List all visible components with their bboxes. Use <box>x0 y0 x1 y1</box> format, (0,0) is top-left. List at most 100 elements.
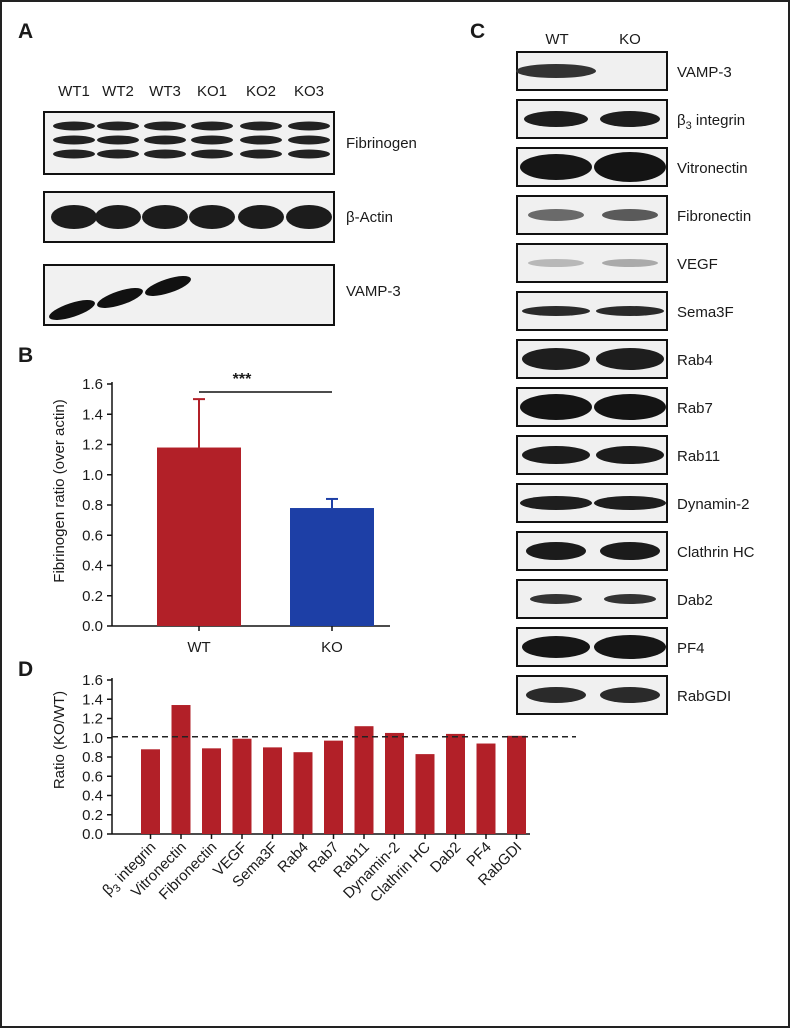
band-fibrinogen <box>97 121 139 131</box>
blot-label-rab11: Rab11 <box>677 448 720 465</box>
band-actin <box>238 205 284 229</box>
band-fibrinogen <box>240 135 282 145</box>
chart-d-ytick-label: 0.6 <box>82 768 103 785</box>
band-fibrinogen <box>53 121 95 131</box>
band-clathrin-hc-wt <box>526 542 586 560</box>
band-sema3f-ko <box>596 306 664 316</box>
band-actin <box>95 205 141 229</box>
chart-b-bar-ko <box>290 508 374 626</box>
band-fibrinogen <box>144 135 186 145</box>
blot-label-sema3f: Sema3F <box>677 304 734 321</box>
band-fibrinogen <box>191 135 233 145</box>
band-fibronectin-ko <box>602 209 658 221</box>
band-vegf-ko <box>602 259 658 267</box>
chart-b-xtick-label-ko: KO <box>321 639 343 656</box>
chart-d-bar-rab4 <box>293 752 313 834</box>
band-fibrinogen <box>191 121 233 131</box>
band-fibrinogen <box>288 149 330 159</box>
band-fibrinogen <box>191 149 233 159</box>
band-fibrinogen <box>144 149 186 159</box>
chart-b-xtick-label-wt: WT <box>187 639 210 656</box>
blot-label-vitronectin: Vitronectin <box>677 160 748 177</box>
chart-d-ytick-label: 0.0 <box>82 826 103 843</box>
chart-d-ytick-label: 1.0 <box>82 730 103 747</box>
band-fibrinogen <box>240 121 282 131</box>
chart-b-ytick-label: 1.4 <box>82 406 103 423</box>
chart-d-bar-vitronectin <box>171 705 191 834</box>
band-rab7-ko <box>594 394 666 420</box>
chart-b-ytick-label: 0.8 <box>82 497 103 514</box>
band-vitronectin-wt <box>520 154 592 180</box>
band-rabgdi-wt <box>526 687 586 703</box>
lane-label-ko3: KO3 <box>294 83 324 100</box>
chart-d-bar-fibronectin <box>202 748 221 834</box>
chart-d-ytick-label: 1.4 <box>82 691 103 708</box>
band-fibrinogen <box>97 135 139 145</box>
panel-letter-a: A <box>18 20 33 43</box>
blot-panel-a: WT1 WT2 WT3 KO1 KO2 KO3 Fibrinogen β-Actin VAMP-… <box>43 83 417 326</box>
column-label-ko: KO <box>619 31 641 48</box>
chart-d-bar-dynamin-2 <box>385 732 404 834</box>
chart-b-ytick-label: 1.2 <box>82 437 103 454</box>
chart-d-bar-rab11 <box>354 726 374 834</box>
band-pf4-ko <box>594 635 666 659</box>
band-actin <box>189 205 235 229</box>
blot-label-pf4: PF4 <box>677 640 705 657</box>
band-vitronectin-ko <box>594 152 666 182</box>
chart-d-ytick-label: 1.2 <box>82 711 103 728</box>
band-rab11-ko <box>596 446 664 464</box>
panel-letter-d: D <box>18 658 33 681</box>
chart-b-bar-wt <box>157 447 241 626</box>
band-dab2-wt <box>530 594 582 604</box>
band-dynamin-2-wt <box>520 496 592 510</box>
blot-label-clathrin-hc: Clathrin HC <box>677 544 755 561</box>
blot-label-rab7: Rab7 <box>677 400 713 417</box>
band-rab4-ko <box>596 348 664 370</box>
band-vamp3 <box>49 300 95 320</box>
band-clathrin-hc-ko <box>600 542 660 560</box>
band-vamp-3-wt <box>516 64 596 78</box>
band-vamp3 <box>97 288 143 308</box>
band-rab11-wt <box>522 446 590 464</box>
lane-label-ko2: KO2 <box>246 83 276 100</box>
chart-b: Fibrinogen ratio (over actin) *** 0.0 0.2… <box>51 371 390 656</box>
blot-box-fibrinogen <box>43 111 335 175</box>
blot-label-vamp-3: VAMP-3 <box>677 64 732 81</box>
band-pf4-wt <box>522 636 590 658</box>
chart-d-bar-pf4 <box>476 743 496 834</box>
band-fibrinogen <box>53 135 95 145</box>
blot-label-dab2: Dab2 <box>677 592 713 609</box>
chart-b-ytick-label: 0.2 <box>82 588 103 605</box>
chart-d-ylabel: Ratio (KO/WT) <box>51 691 68 789</box>
blot-box-vamp-3 <box>43 264 335 326</box>
chart-b-ytick-label: 0.4 <box>82 558 103 575</box>
panel-letter-b: B <box>18 344 33 367</box>
column-label-wt: WT <box>545 31 568 48</box>
band-fibrinogen <box>288 121 330 131</box>
chart-d-bar-sema3f <box>263 747 282 834</box>
lane-label-ko1: KO1 <box>197 83 227 100</box>
chart-d-bar-clathrin-hc <box>415 754 435 834</box>
band-3-integrin-ko <box>600 111 660 127</box>
blot-label-vamp-3: VAMP-3 <box>346 283 401 300</box>
chart-b-ytick-label: 1.6 <box>82 376 103 393</box>
band-actin <box>142 205 188 229</box>
chart-d-bar-dab2 <box>446 733 465 834</box>
band-fibrinogen <box>288 135 330 145</box>
chart-b-ylabel: Fibrinogen ratio (over actin) <box>51 399 68 582</box>
band-rab4-wt <box>522 348 590 370</box>
lane-label-wt2: WT2 <box>102 83 134 100</box>
chart-b-ytick-label: 1.0 <box>82 467 103 484</box>
lane-label-wt1: WT1 <box>58 83 90 100</box>
band-sema3f-wt <box>522 306 590 316</box>
band-vamp3 <box>145 276 191 296</box>
band-actin <box>51 205 97 229</box>
chart-d-bar-rabgdi <box>507 735 526 834</box>
band-3-integrin-wt <box>524 111 588 127</box>
chart-d: Ratio (KO/WT) 0.0 0.2 0.4 0.6 0.8 1.0 1.2 1.4 1.… <box>51 672 576 906</box>
chart-b-ytick-label: 0.6 <box>82 527 103 544</box>
chart-d-bar-3-integrin <box>141 749 160 834</box>
chart-d-ytick-label: 1.6 <box>82 672 103 689</box>
blot-label-fibrinogen: Fibrinogen <box>346 135 417 152</box>
